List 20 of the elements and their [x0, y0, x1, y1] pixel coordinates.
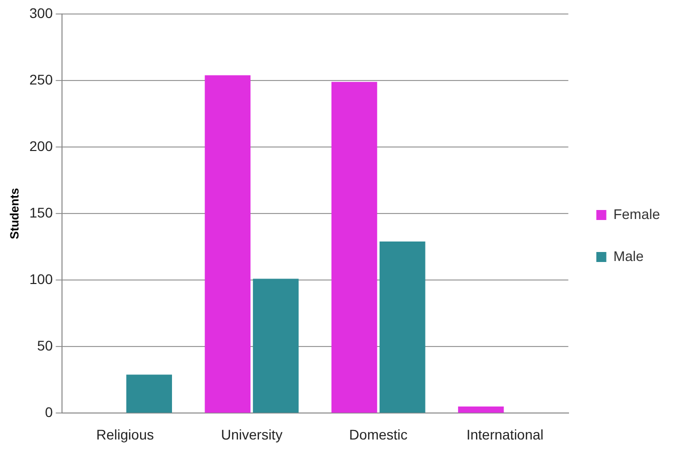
- bar: [331, 82, 378, 413]
- y-tick-label: 200: [29, 138, 53, 154]
- bar: [380, 242, 426, 413]
- x-tick-label: Domestic: [349, 426, 408, 442]
- bar: [204, 75, 251, 413]
- x-tick-label: University: [220, 426, 282, 442]
- x-tick-label: International: [466, 426, 544, 442]
- y-tick-label: 0: [44, 404, 53, 420]
- y-tick-label: 100: [29, 270, 53, 287]
- y-axis-title: Students: [8, 188, 22, 240]
- bar: [458, 406, 504, 413]
- y-tick-label: 250: [29, 71, 53, 88]
- bar: [252, 278, 299, 413]
- legend-label: Female: [613, 206, 660, 222]
- bar: [126, 374, 172, 413]
- x-tick-label: Religious: [96, 426, 154, 442]
- legend-label: Male: [613, 248, 644, 264]
- y-tick-label: 300: [29, 4, 53, 21]
- y-tick-label: 50: [37, 338, 53, 354]
- y-tick-label: 150: [29, 204, 53, 220]
